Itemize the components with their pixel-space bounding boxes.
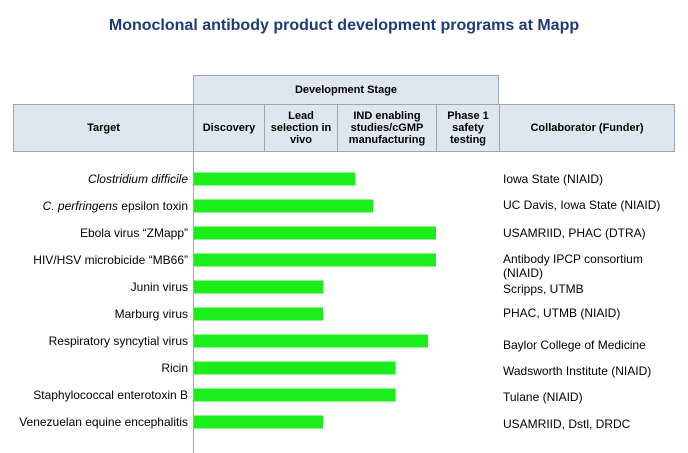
bar bbox=[194, 226, 436, 240]
table-header-row: Target Discovery Lead selection in vivo … bbox=[13, 104, 675, 152]
target-label: Venezuelan equine encephalitis bbox=[0, 415, 188, 429]
target-label-text: Staphylococcal enterotoxin B bbox=[33, 388, 188, 402]
target-label-text: Respiratory syncytial virus bbox=[48, 334, 188, 348]
target-label: Respiratory syncytial virus bbox=[0, 334, 188, 348]
target-label-text: Ricin bbox=[161, 361, 188, 375]
stage-header-ind-enabling: IND enabling studies/cGMP manufacturing bbox=[348, 110, 426, 146]
chart-title: Monoclonal antibody product development … bbox=[108, 17, 580, 34]
target-label: Junin virus bbox=[0, 280, 188, 294]
target-label-text: Marburg virus bbox=[114, 307, 188, 321]
target-label: Ricin bbox=[0, 361, 188, 375]
bar bbox=[194, 199, 374, 213]
stage-axis-line bbox=[193, 152, 194, 453]
collaborator-label: Scripps, UTMB bbox=[503, 282, 584, 296]
target-label-text: Ebola virus “ZMapp” bbox=[79, 226, 188, 240]
target-label: Staphylococcal enterotoxin B bbox=[0, 388, 188, 402]
bar bbox=[194, 253, 436, 267]
collaborator-label: Antibody IPCP consortium (NIAID) bbox=[503, 252, 643, 280]
collaborator-label: USAMRIID, PHAC (DTRA) bbox=[503, 226, 646, 240]
target-label-text: Venezuelan equine encephalitis bbox=[19, 415, 188, 429]
bar bbox=[194, 307, 324, 321]
target-label-text: Junin virus bbox=[130, 280, 188, 294]
bar bbox=[194, 280, 324, 294]
target-column-header: Target bbox=[87, 122, 120, 134]
collaborator-label: Iowa State (NIAID) bbox=[503, 172, 604, 186]
target-label: Ebola virus “ZMapp” bbox=[0, 226, 188, 240]
collaborator-label: UC Davis, Iowa State (NIAID) bbox=[503, 198, 661, 212]
target-label-text: HIV/HSV microbicide “MB66” bbox=[33, 253, 188, 267]
header-divider bbox=[264, 105, 265, 151]
development-stage-header: Development Stage bbox=[193, 75, 499, 104]
header-divider bbox=[436, 105, 437, 151]
stage-header-discovery: Discovery bbox=[202, 122, 256, 134]
bar bbox=[194, 334, 428, 348]
target-label: Marburg virus bbox=[0, 307, 188, 321]
collaborator-label: Baylor College of Medicine bbox=[503, 338, 646, 352]
target-label-italic: Clostridium difficile bbox=[87, 172, 188, 186]
development-stage-label: Development Stage bbox=[294, 84, 398, 96]
target-label: Clostridium difficile bbox=[0, 172, 188, 186]
collaborator-label: PHAC, UTMB (NIAID) bbox=[503, 306, 621, 320]
target-label: HIV/HSV microbicide “MB66” bbox=[0, 253, 188, 267]
target-label-italic: C. perfringens bbox=[42, 199, 118, 213]
stage-header-lead-selection: Lead selection in vivo bbox=[270, 110, 332, 146]
stage-header-phase1: Phase 1 safety testing bbox=[447, 110, 489, 146]
target-label: C. perfringens epsilon toxin bbox=[0, 199, 188, 213]
bar bbox=[194, 388, 396, 402]
header-divider bbox=[499, 105, 500, 151]
collaborator-label: Tulane (NIAID) bbox=[503, 390, 583, 404]
bar bbox=[194, 361, 396, 375]
collaborator-column-header: Collaborator (Funder) bbox=[530, 122, 644, 134]
header-divider bbox=[193, 105, 194, 151]
target-label-text: epsilon toxin bbox=[117, 199, 188, 213]
collaborator-label: USAMRIID, Dstl, DRDC bbox=[503, 417, 631, 431]
bar bbox=[194, 415, 324, 429]
header-divider bbox=[337, 105, 338, 151]
collaborator-label: Wadsworth Institute (NIAID) bbox=[503, 364, 652, 378]
bar bbox=[194, 172, 356, 186]
